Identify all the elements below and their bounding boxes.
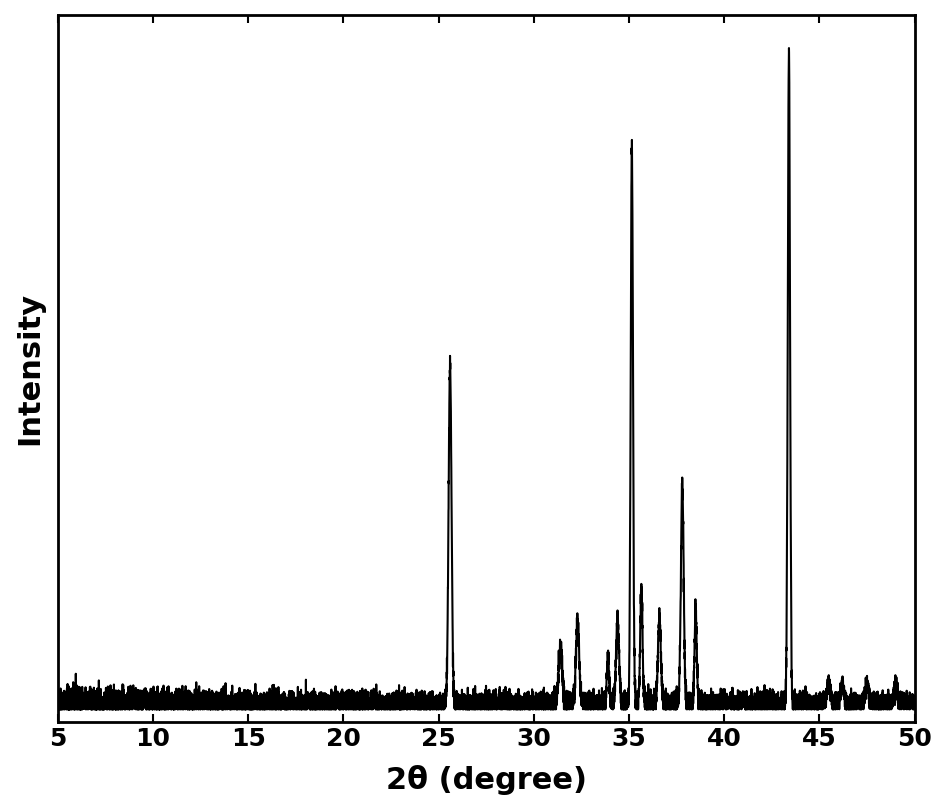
Y-axis label: Intensity: Intensity <box>15 292 44 446</box>
X-axis label: 2θ (degree): 2θ (degree) <box>385 765 587 795</box>
